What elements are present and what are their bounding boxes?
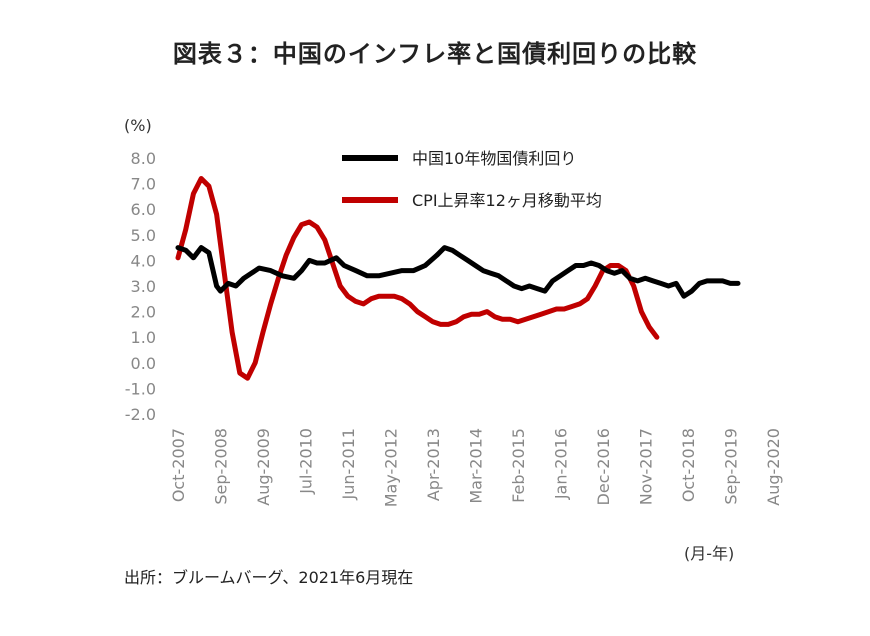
x-tick-label: Dec-2016 bbox=[594, 428, 613, 505]
x-axis-unit-label: (月-年) bbox=[684, 544, 735, 563]
y-tick-label: 3.0 bbox=[131, 277, 156, 296]
bond-yield-line bbox=[175, 245, 741, 299]
chart-title: 図表３：中国のインフレ率と国債利回りの比較 bbox=[172, 40, 698, 68]
legend-label: 中国10年物国債利回り bbox=[412, 149, 576, 168]
legend-label: CPI上昇率12ヶ月移動平均 bbox=[412, 191, 602, 210]
x-tick-label: Oct-2007 bbox=[169, 428, 188, 502]
x-tick-label: Aug-2020 bbox=[764, 428, 783, 506]
y-tick-label: 0.0 bbox=[131, 354, 156, 373]
y-tick-label: -2.0 bbox=[125, 405, 156, 424]
y-tick-label: 7.0 bbox=[131, 175, 156, 194]
x-tick-label: Jul-2010 bbox=[296, 428, 315, 495]
x-tick-label: May-2012 bbox=[381, 428, 400, 507]
x-tick-label: Sep-2019 bbox=[721, 428, 740, 505]
series-lines bbox=[175, 176, 741, 381]
y-tick-label: -1.0 bbox=[125, 379, 156, 398]
chart-legend: 中国10年物国債利回り CPI上昇率12ヶ月移動平均 bbox=[342, 149, 602, 210]
x-axis-ticks: Oct-2007 Sep-2008 Aug-2009 Jul-2010 Jun-2011… bbox=[169, 428, 783, 507]
y-axis-unit-label: (%) bbox=[124, 116, 152, 135]
y-tick-label: 2.0 bbox=[131, 303, 156, 322]
x-tick-label: Aug-2009 bbox=[254, 428, 273, 506]
x-tick-label: Jun-2011 bbox=[339, 428, 358, 501]
y-tick-label: 8.0 bbox=[131, 149, 156, 168]
x-tick-label: Sep-2008 bbox=[211, 428, 230, 505]
source-note: 出所：ブルームバーグ、2021年6月現在 bbox=[124, 568, 414, 587]
y-tick-label: 1.0 bbox=[131, 328, 156, 347]
y-tick-label: 5.0 bbox=[131, 226, 156, 245]
x-tick-label: Mar-2014 bbox=[466, 428, 485, 504]
y-axis-ticks: 8.0 7.0 6.0 5.0 4.0 3.0 2.0 1.0 0.0 -1.0 -2.0 bbox=[125, 149, 156, 424]
x-tick-label: Feb-2015 bbox=[509, 428, 528, 503]
y-tick-label: 4.0 bbox=[131, 251, 156, 270]
x-tick-label: Nov-2017 bbox=[636, 428, 655, 505]
x-tick-label: Oct-2018 bbox=[679, 428, 698, 502]
x-tick-label: Apr-2013 bbox=[424, 428, 443, 501]
y-tick-label: 6.0 bbox=[131, 200, 156, 219]
x-tick-label: Jan-2016 bbox=[551, 428, 570, 500]
cpi-line bbox=[175, 176, 660, 381]
